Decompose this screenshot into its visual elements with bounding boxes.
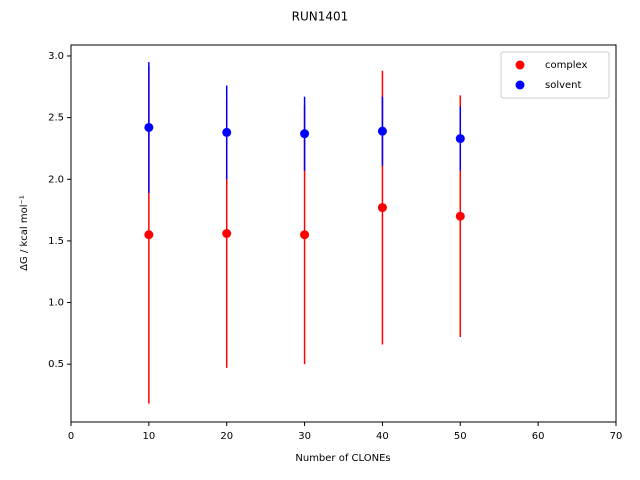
data-point bbox=[222, 127, 232, 137]
x-tick-label: 0 bbox=[68, 431, 74, 442]
legend-label: solvent bbox=[545, 80, 582, 91]
data-point bbox=[455, 134, 465, 144]
x-tick-label: 60 bbox=[532, 431, 545, 442]
chart-title: RUN1401 bbox=[292, 10, 349, 24]
legend-marker bbox=[515, 80, 525, 90]
y-tick-label: 2.0 bbox=[48, 174, 64, 185]
data-point bbox=[300, 129, 310, 139]
x-tick-label: 10 bbox=[142, 431, 155, 442]
data-point bbox=[144, 122, 154, 132]
plot-frame bbox=[70, 44, 617, 423]
x-tick-label: 20 bbox=[220, 431, 233, 442]
y-tick-label: 0.5 bbox=[48, 359, 64, 370]
legend-box bbox=[500, 51, 610, 99]
data-point bbox=[377, 126, 387, 136]
data-point bbox=[144, 230, 154, 240]
legend-label: complex bbox=[545, 60, 587, 71]
x-tick-label: 40 bbox=[376, 431, 389, 442]
data-point bbox=[222, 229, 232, 238]
data-point bbox=[377, 203, 387, 213]
y-tick-label: 2.5 bbox=[48, 113, 64, 124]
y-axis-label: ΔG / kcal mol⁻¹ bbox=[19, 195, 30, 271]
x-axis-label: Number of CLONEs bbox=[295, 453, 390, 464]
data-point bbox=[300, 230, 310, 240]
x-tick-label: 30 bbox=[298, 431, 311, 442]
y-tick-label: 1.0 bbox=[48, 298, 64, 309]
data-point bbox=[455, 211, 465, 221]
x-tick-label: 70 bbox=[610, 431, 623, 442]
y-tick-label: 3.0 bbox=[48, 51, 64, 62]
legend-marker bbox=[515, 60, 525, 70]
y-tick-label: 1.5 bbox=[48, 236, 64, 247]
x-tick-label: 50 bbox=[454, 431, 467, 442]
